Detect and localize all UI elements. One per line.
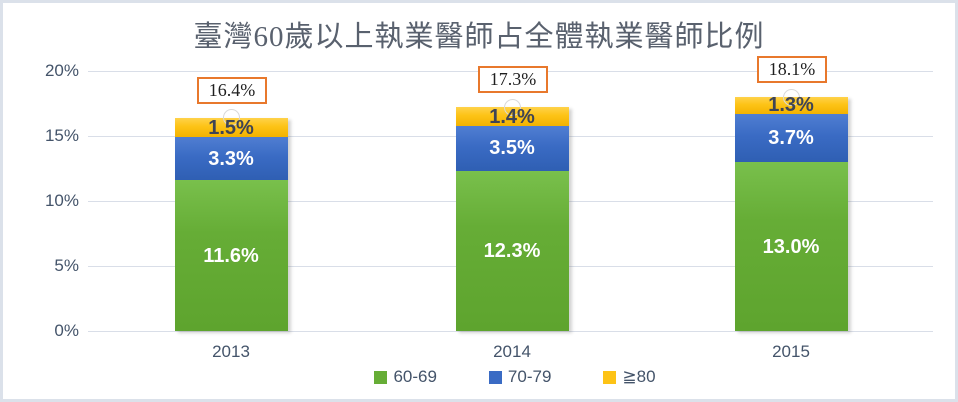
bar-segment-label: 1.5%: [208, 116, 254, 139]
y-axis-tick-label: 5%: [54, 256, 79, 275]
bar-segment-60-69-2013: 11.6%: [174, 180, 288, 331]
bar-segment-label: 13.0%: [762, 235, 820, 258]
legend-label: 60-69: [393, 367, 437, 386]
bar-2014: 12.3% 3.5% 1.4%: [455, 105, 569, 331]
legend-swatch-icon: [603, 370, 617, 384]
total-label-2014: 17.3%: [478, 66, 548, 94]
bar-segment-label: 3.5%: [489, 137, 535, 160]
gridline-0%: [88, 331, 933, 332]
legend-label: 70-79: [507, 367, 552, 386]
bar-segment-70-79-2015: 3.7%: [734, 113, 848, 162]
y-axis-tick-label: 15%: [44, 126, 79, 145]
bar-segment-70-79-2013: 3.3%: [174, 137, 288, 181]
chart-title: 臺灣60歲以上執業醫師占全體執業醫師比例: [193, 21, 765, 53]
legend-label: ≧80: [622, 367, 656, 386]
x-axis-label-2013: 2013: [212, 342, 250, 361]
legend-swatch-icon: [488, 370, 502, 384]
bar-2013: 11.6% 3.3% 1.5%: [174, 116, 288, 331]
y-axis-tick-label: 0%: [54, 321, 79, 340]
bar-2015: 13.0% 3.7% 1.3%: [734, 94, 848, 331]
y-axis-tick-label: 20%: [44, 61, 79, 80]
bar-segment-60-69-2014: 12.3%: [455, 171, 569, 331]
legend-swatch-icon: [374, 370, 388, 384]
legend-item-≧80: ≧80: [603, 367, 656, 387]
bar-segment-label: 1.3%: [768, 94, 814, 117]
bar-segment-label: 12.3%: [483, 240, 541, 263]
x-axis-label-2015: 2015: [772, 342, 810, 361]
bar-segment-≧80-2014: 1.4%: [455, 105, 569, 128]
bar-segment-label: 11.6%: [203, 244, 259, 267]
bar-segment-label: 1.4%: [489, 105, 535, 128]
total-label-2013: 16.4%: [197, 76, 267, 104]
bar-segment-≧80-2015: 1.3%: [734, 94, 848, 117]
callout-circle-2014: [503, 98, 521, 116]
x-axis-label-2014: 2014: [493, 342, 531, 361]
bar-segment-label: 3.3%: [208, 147, 254, 170]
bar-segment-≧80-2013: 1.5%: [174, 116, 288, 139]
legend-item-60-69: 60-69: [374, 367, 437, 387]
callout-circle-2015: [782, 88, 800, 106]
legend-item-70-79: 70-79: [488, 367, 552, 387]
legend: 60-69 70-79 ≧80: [39, 367, 955, 387]
bar-segment-70-79-2014: 3.5%: [455, 125, 569, 172]
bar-segment-60-69-2015: 13.0%: [734, 162, 848, 331]
y-axis-tick-label: 10%: [44, 191, 79, 210]
callout-circle-2013: [222, 109, 240, 127]
total-label-2015: 18.1%: [757, 56, 827, 83]
bar-segment-label: 3.7%: [768, 126, 814, 149]
